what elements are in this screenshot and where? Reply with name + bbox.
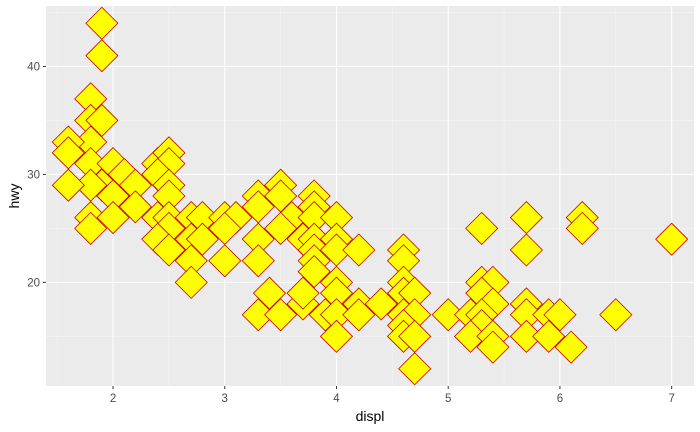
y-tick-label: 20 — [27, 277, 40, 289]
x-tick-label: 5 — [445, 393, 451, 405]
data-point — [319, 319, 354, 353]
data-point — [476, 330, 510, 364]
x-tick-label: 2 — [110, 393, 116, 405]
x-tick-label: 6 — [557, 393, 563, 405]
data-point — [543, 298, 577, 332]
data-point — [174, 265, 208, 299]
data-point — [465, 211, 499, 245]
data-point — [252, 276, 287, 310]
plot-panel — [46, 6, 694, 386]
data-point — [241, 298, 275, 332]
data-point — [532, 319, 566, 353]
x-tick-label: 7 — [668, 393, 674, 405]
data-point — [554, 330, 588, 364]
y-tick-label: 30 — [27, 169, 40, 181]
data-points — [51, 6, 689, 386]
data-point — [599, 298, 633, 332]
data-point — [655, 222, 689, 256]
data-point — [509, 233, 543, 267]
data-point — [74, 211, 108, 245]
x-axis-title: displ — [356, 408, 385, 424]
x-axis-ticks: 2 3 4 5 6 7 — [110, 386, 675, 405]
data-point — [152, 233, 186, 267]
data-point — [51, 168, 85, 202]
data-point — [85, 39, 119, 73]
data-point — [286, 276, 320, 310]
data-point — [85, 103, 119, 137]
x-tick-label: 3 — [222, 393, 228, 405]
data-point — [342, 233, 376, 267]
data-point — [264, 298, 298, 332]
data-point — [297, 255, 331, 289]
data-point — [342, 298, 376, 332]
data-point — [208, 244, 242, 278]
data-point — [185, 222, 219, 256]
data-point — [241, 244, 275, 278]
x-tick-label: 4 — [333, 393, 340, 405]
y-axis-ticks: 20 30 40 — [27, 61, 46, 289]
y-axis-title: hwy — [6, 184, 22, 209]
data-point — [364, 287, 398, 321]
data-point — [398, 352, 432, 386]
data-point — [453, 319, 488, 353]
data-point — [118, 190, 152, 224]
data-point — [509, 319, 543, 353]
data-point — [264, 211, 298, 245]
data-point — [96, 201, 130, 235]
data-point — [431, 298, 465, 332]
y-tick-label: 40 — [27, 61, 40, 73]
data-point — [565, 211, 599, 245]
